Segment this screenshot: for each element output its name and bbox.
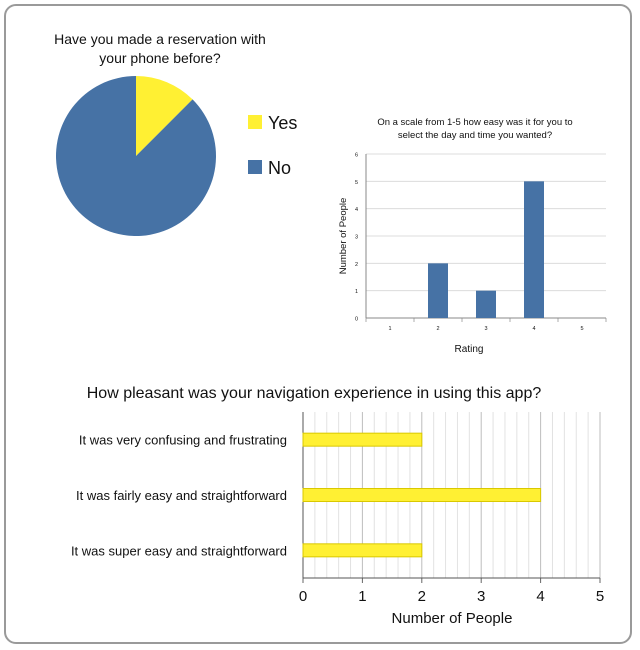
column-y-tick-label: 4 [355,207,358,213]
rating-column-chart: On a scale from 1-5 how easy was it for … [338,117,607,355]
hbar-x-tick-label: 2 [418,588,426,605]
hbar-title: How pleasant was your navigation experie… [87,385,542,402]
column-x-tick-label: 1 [388,326,391,332]
hbar-category-label: It was fairly easy and straightforward [76,488,287,503]
hbar-bar-2 [302,488,542,502]
navigation-bar-chart: How pleasant was your navigation experie… [71,385,604,627]
column-y-tick-label: 0 [355,317,358,323]
hbar-x-tick-label: 4 [536,588,544,605]
hbar-category-label: It was super easy and straightforward [71,543,287,558]
hbar-x-tick-label: 5 [596,588,604,605]
pie-slice-yes [136,76,193,156]
column-y-tick-label: 3 [355,235,358,241]
legend-no-swatch [248,160,262,174]
column-x-tick-label: 5 [580,326,583,332]
pie-title-line-2: your phone before? [99,50,221,66]
legend-yes-swatch [248,115,262,129]
column-bar-rating-4 [524,181,544,318]
pie-title-line-1: Have you made a reservation with [54,31,266,47]
legend-yes-label: Yes [268,113,297,133]
column-y-tick-label: 6 [355,153,358,159]
column-x-tick-label: 2 [436,326,439,332]
column-title-line-2: select the day and time you wanted? [398,130,552,141]
column-y-tick-label: 5 [355,180,358,186]
hbar-category-label: It was very confusing and frustrating [79,433,287,448]
hbar-bar-3 [302,543,423,558]
pie-chart: Have you made a reservation with your ph… [54,31,297,236]
column-x-tick-label: 4 [532,326,535,332]
hbar-x-axis-label: Number of People [392,610,513,627]
pie-slice-no [56,76,217,236]
column-title-line-1: On a scale from 1-5 how easy was it for … [377,117,572,128]
hbar-x-tick-label: 3 [477,588,485,605]
column-bar-rating-2 [428,263,448,318]
hbar-x-tick-label: 1 [358,588,366,605]
column-bar-rating-3 [476,290,496,318]
column-x-tick-label: 3 [484,326,487,332]
hbar-x-tick-label: 0 [299,588,307,605]
legend-no-label: No [268,158,291,178]
column-y-tick-label: 1 [355,289,358,295]
column-y-axis-label: Number of People [338,198,349,275]
hbar-bar-1 [302,432,423,447]
column-x-axis-label: Rating [455,344,484,355]
column-y-tick-label: 2 [355,262,358,268]
